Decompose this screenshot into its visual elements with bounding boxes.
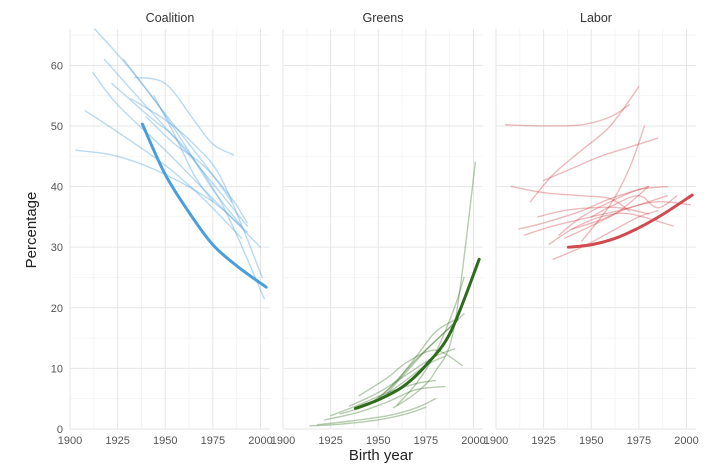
y-tick-label: 10 (51, 363, 63, 375)
cohort-line (392, 161, 477, 409)
cohort-line (377, 319, 456, 400)
cohort-line (518, 185, 650, 230)
facet-label: Greens (363, 11, 404, 25)
panel-background (496, 29, 696, 429)
facet-coalition: Coalition 1900 1925 1950 1975 2000 0 10 20 30 40 50… (51, 11, 273, 447)
cohort-line (130, 98, 264, 279)
trend-line (353, 257, 481, 410)
y-tick-label: 20 (51, 303, 63, 315)
cohort-line (84, 110, 243, 239)
y-tick-label: 40 (51, 182, 63, 194)
cohort-line (153, 94, 214, 203)
cohort-line (134, 76, 235, 156)
cohort-line (387, 319, 459, 394)
cohort-line (529, 85, 640, 203)
cohort-line (308, 406, 427, 427)
y-tick-label: 60 (51, 60, 63, 72)
x-tick-label: 1900 (484, 435, 508, 447)
x-tick-label: 1975 (414, 435, 438, 447)
y-tick-label: 0 (57, 424, 63, 436)
cohort-line (358, 349, 463, 397)
cohort-line (542, 137, 659, 182)
facet-label: Labor (580, 11, 612, 25)
trend-line (566, 193, 694, 249)
x-tick-label: 1900 (271, 435, 295, 447)
cohort-line (581, 125, 646, 242)
cohort-line (348, 348, 456, 407)
cohort-line (111, 82, 265, 300)
x-tick-label: 1950 (579, 435, 603, 447)
x-tick-label: 1925 (318, 435, 342, 447)
cohort-line (523, 194, 669, 236)
cohort-line (510, 185, 631, 212)
cohort-line (368, 313, 465, 406)
facet-labor: Labor 1900 1925 1950 1975 2000 (484, 11, 699, 447)
panel-background (70, 29, 270, 429)
cohort-line (324, 385, 446, 421)
trend-line (140, 122, 268, 289)
cohort-line (571, 200, 691, 230)
facet-label: Coalition (146, 11, 195, 25)
x-tick-label: 1975 (201, 435, 225, 447)
panel-background (283, 29, 483, 429)
cohort-line (548, 212, 674, 245)
y-axis-title: Percentage (23, 192, 40, 269)
x-tick-label: 2000 (461, 435, 485, 447)
x-tick-label: 1925 (531, 435, 555, 447)
x-tick-label: 2000 (674, 435, 698, 447)
y-tick-label: 30 (51, 242, 63, 254)
cohort-line (145, 116, 248, 224)
facet-greens: Greens 1900 1925 1950 1975 2000 (271, 11, 486, 447)
x-tick-label: 1925 (105, 435, 129, 447)
x-tick-label: 1950 (366, 435, 390, 447)
x-tick-label: 2000 (248, 435, 272, 447)
x-tick-label: 1975 (627, 435, 651, 447)
cohort-line (558, 185, 669, 236)
cohort-line (316, 398, 437, 426)
cohort-line (563, 185, 650, 239)
cohort-line (537, 206, 650, 218)
cohort-line (122, 58, 243, 227)
cohort-line (552, 210, 659, 260)
facet-panels: Coalition 1900 1925 1950 1975 2000 0 10 20 30 40 50… (51, 11, 699, 447)
y-tick-label: 50 (51, 121, 63, 133)
cohort-line (92, 71, 262, 248)
x-tick-label: 1900 (58, 435, 82, 447)
cohort-line (94, 28, 233, 203)
cohort-line (504, 104, 631, 127)
x-tick-label: 1950 (153, 435, 177, 447)
cohort-line (329, 379, 437, 417)
cohort-line (103, 58, 248, 227)
cohort-line (590, 194, 678, 218)
x-axis-title: Birth year (349, 447, 413, 464)
